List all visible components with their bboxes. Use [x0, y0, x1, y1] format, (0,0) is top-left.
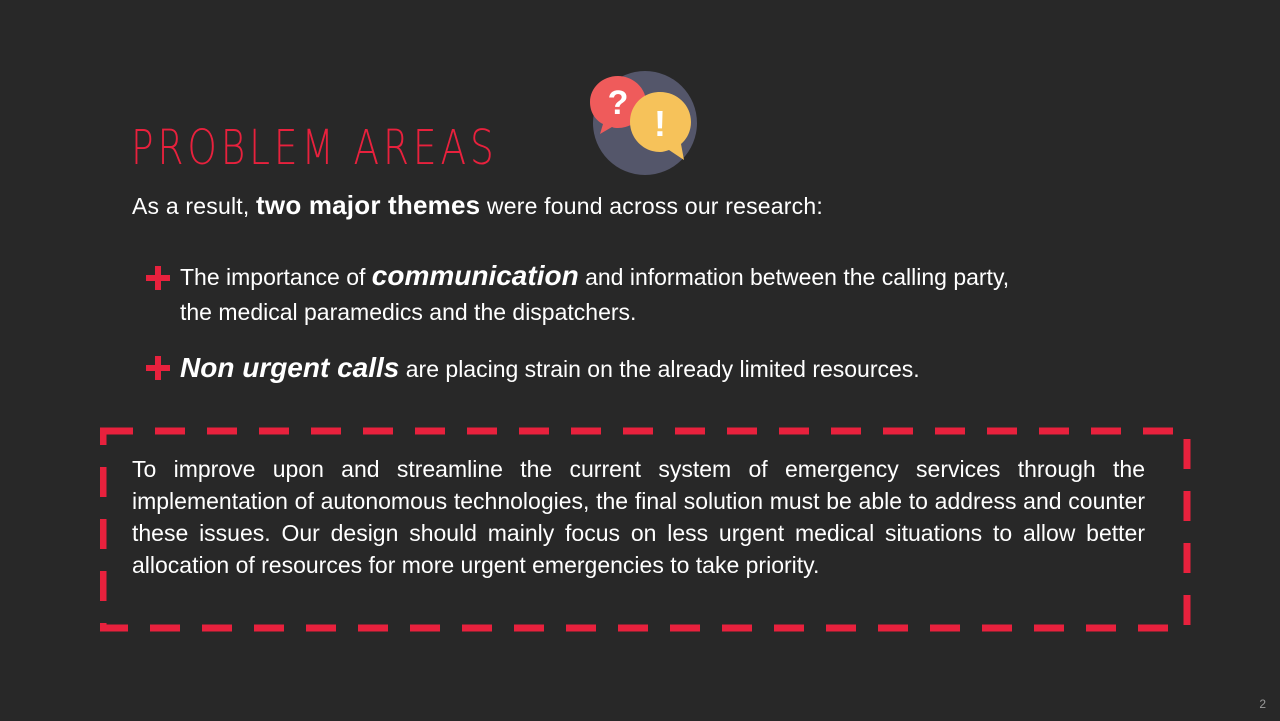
conclusion-text: To improve upon and streamline the curre…	[132, 456, 1145, 578]
question-mark-glyph: ?	[608, 84, 629, 122]
subtitle-bold: two major themes	[256, 190, 481, 220]
subtitle-after: were found across our research:	[480, 193, 823, 219]
dashed-callout-frame	[100, 427, 1191, 632]
bullet-prefix: The importance of	[180, 264, 372, 290]
bullet-emphasis: Non urgent calls	[180, 352, 400, 383]
bullet-line2: the medical paramedics and the dispatche…	[180, 299, 637, 325]
slide-title: PROBLEM AREAS	[131, 120, 498, 176]
bullet-non-urgent-calls: Non urgent calls are placing strain on t…	[145, 350, 920, 387]
plus-icon	[145, 354, 171, 380]
subtitle-before: As a result,	[132, 193, 257, 219]
bullet-communication: The importance of communication and info…	[145, 258, 1009, 330]
bullet-rest: are placing strain on the already limite…	[399, 356, 920, 382]
exclamation-mark-glyph: !	[654, 103, 666, 144]
bullet-text: The importance of communication and info…	[180, 258, 1009, 295]
page-number: 2	[1259, 697, 1266, 711]
bullet-emphasis: communication	[371, 260, 579, 291]
question-exclamation-bubbles-icon: ? !	[588, 68, 698, 178]
slide-subtitle: As a result, two major themes were found…	[132, 190, 823, 221]
bullet-text: Non urgent calls are placing strain on t…	[180, 350, 920, 387]
bullet-rest: and information between the calling part…	[578, 264, 1010, 290]
plus-icon	[145, 264, 171, 290]
